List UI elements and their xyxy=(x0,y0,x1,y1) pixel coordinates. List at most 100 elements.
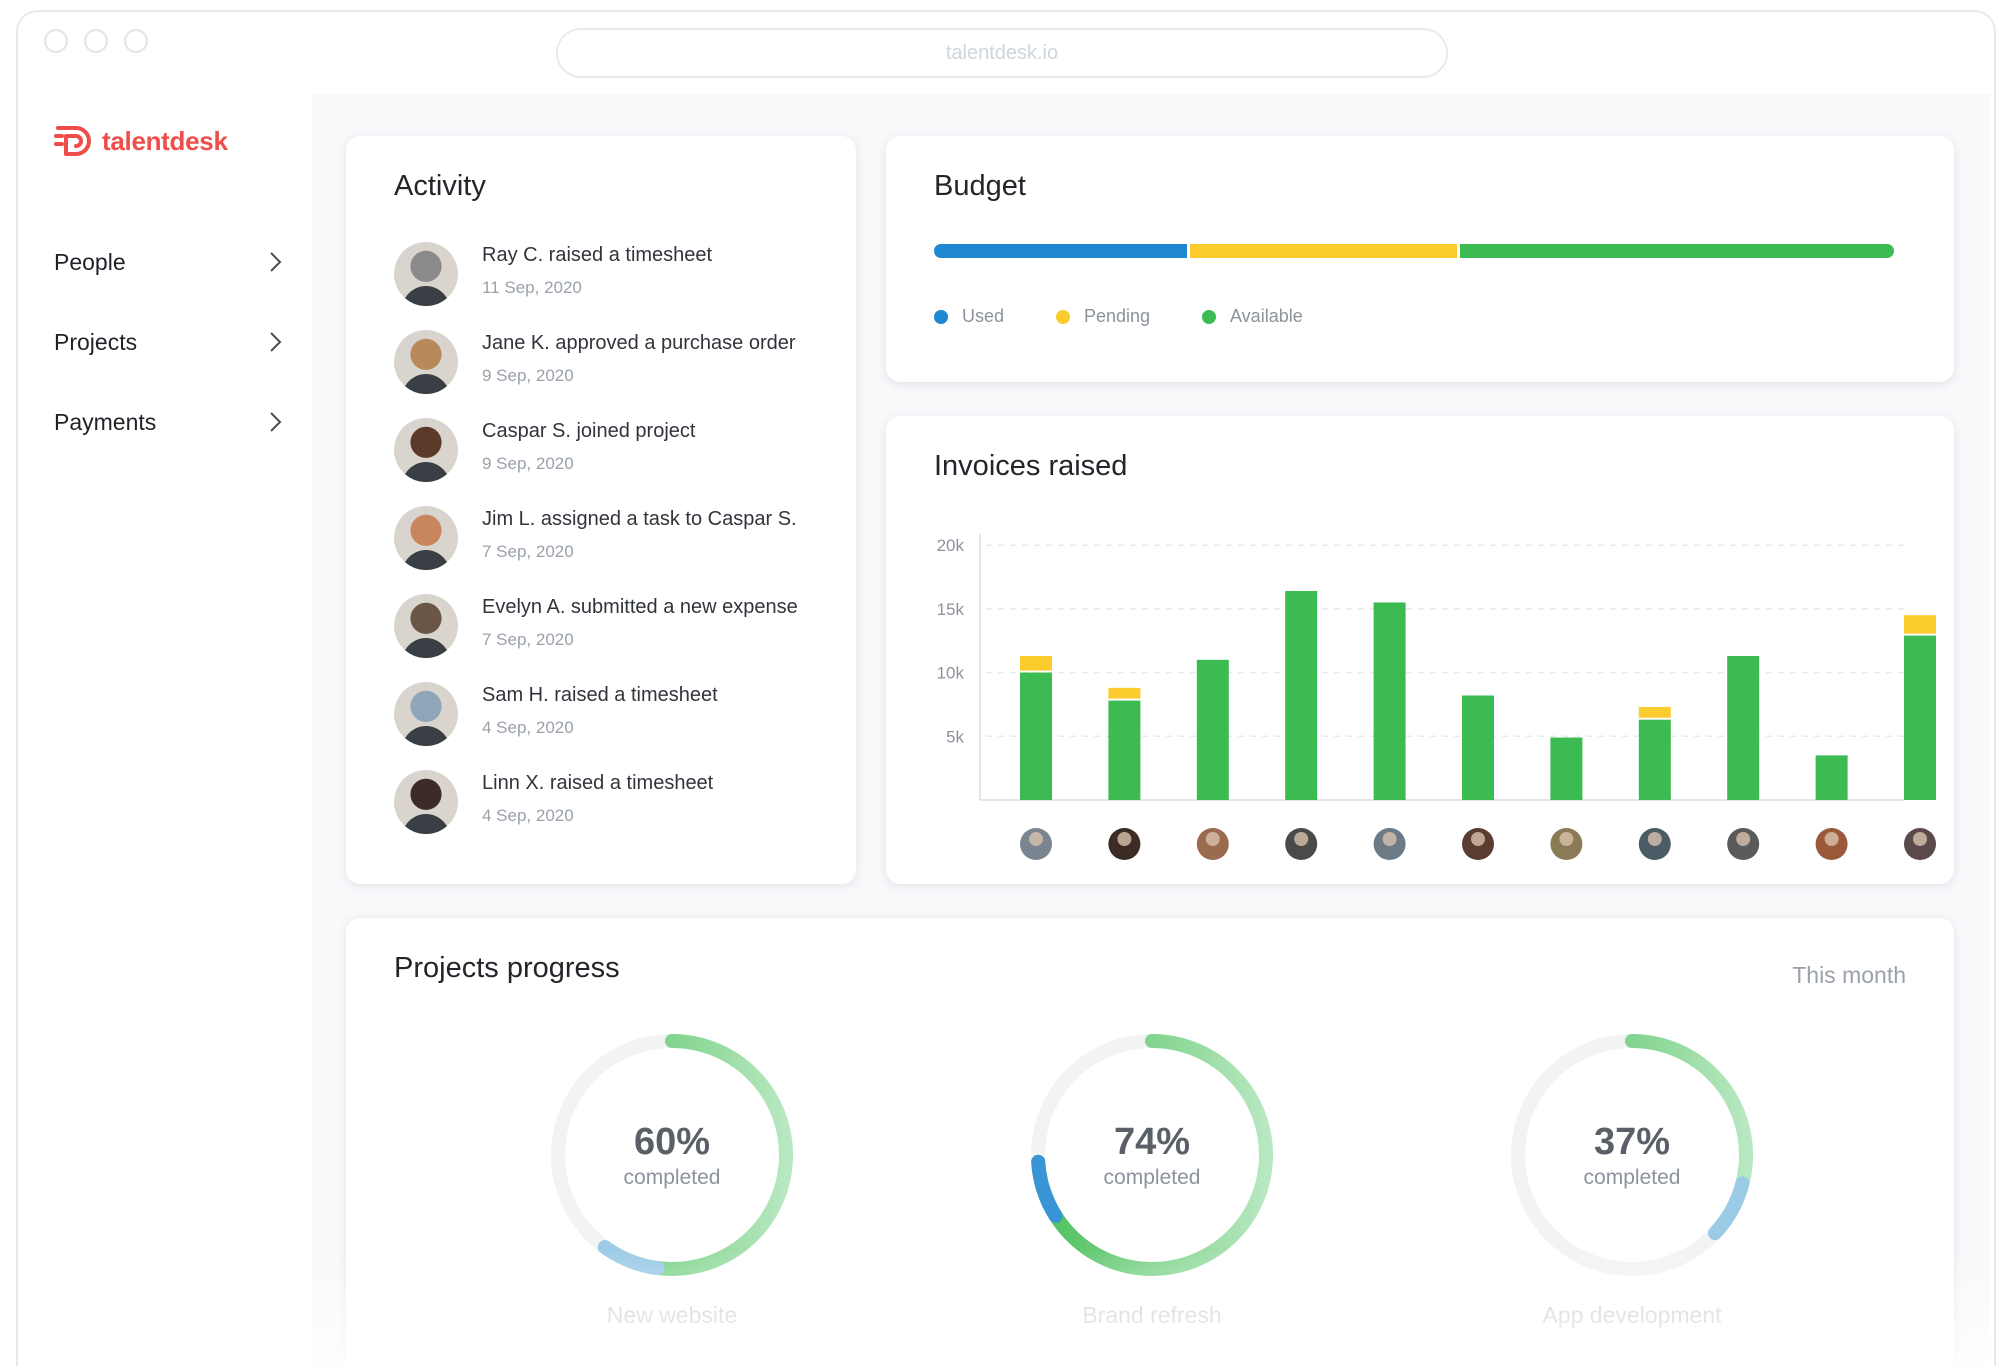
activity-item[interactable]: Caspar S. joined project 9 Sep, 2020 xyxy=(394,418,834,488)
avatar-body xyxy=(402,726,450,746)
window-close-button[interactable] xyxy=(44,29,68,53)
avatar-face xyxy=(1382,832,1397,846)
bar-pending xyxy=(1638,706,1671,718)
activity-item[interactable]: Sam H. raised a timesheet 4 Sep, 2020 xyxy=(394,682,834,752)
address-bar[interactable]: talentdesk.io xyxy=(556,28,1448,78)
legend-available: Available xyxy=(1202,306,1303,327)
avatar-body xyxy=(402,638,450,658)
avatar-face xyxy=(1205,832,1220,846)
bar-approved xyxy=(1373,602,1406,800)
budget-title: Budget xyxy=(934,170,1026,202)
avatar-face xyxy=(1913,832,1927,846)
progress-ring[interactable]: 37% completed xyxy=(1507,1030,1757,1280)
activity-item[interactable]: Jim L. assigned a task to Caspar S. 7 Sep… xyxy=(394,506,834,576)
legend-label-available: Available xyxy=(1230,306,1303,326)
legend-label-used: Used xyxy=(962,306,1005,326)
sidebar-item-people[interactable]: People xyxy=(54,237,286,287)
avatar-face xyxy=(1647,832,1662,846)
progress-caption: completed xyxy=(623,1165,721,1189)
sidebar-item-label: People xyxy=(54,248,126,275)
legend-label-pending: Pending xyxy=(1084,306,1151,326)
progress-percent: 60% xyxy=(633,1120,711,1163)
address-bar-url: talentdesk.io xyxy=(945,41,1059,64)
activity-text: Linn X. raised a timesheet xyxy=(482,772,714,794)
bar-pending xyxy=(1020,655,1052,671)
avatar-face xyxy=(1294,832,1309,846)
avatar[interactable] xyxy=(394,330,458,394)
avatar[interactable] xyxy=(394,242,458,306)
avatar[interactable] xyxy=(394,418,458,482)
legend-pending: Pending xyxy=(1056,306,1150,327)
avatar-face xyxy=(1471,832,1485,846)
avatar[interactable] xyxy=(394,594,458,658)
budget-bar xyxy=(934,244,1894,258)
bar-pending xyxy=(1108,687,1141,699)
window-minimize-button[interactable] xyxy=(84,29,108,53)
avatar-body xyxy=(402,550,450,570)
avatar-face xyxy=(1736,832,1751,846)
avatar[interactable] xyxy=(394,506,458,570)
period-filter[interactable]: This month xyxy=(1792,962,1906,988)
window-maximize-button[interactable] xyxy=(124,29,148,53)
projects-title: Projects progress xyxy=(394,952,620,984)
activity-text: Ray C. raised a timesheet xyxy=(482,244,713,266)
sidebar-item-projects[interactable]: Projects xyxy=(54,317,286,367)
bar-approved xyxy=(1462,695,1494,800)
invoices-card: Invoices raised 5k 10k 15k 20k xyxy=(886,416,1954,884)
activity-date: 4 Sep, 2020 xyxy=(482,806,574,825)
project-name: Brand refresh xyxy=(1082,1302,1222,1328)
avatar[interactable] xyxy=(394,770,458,834)
bar-pending xyxy=(1904,615,1936,634)
activity-item[interactable]: Evelyn A. submitted a new expense 7 Sep, … xyxy=(394,594,834,664)
app-content: talentdesk People Projects Payments xyxy=(24,94,1990,1366)
progress-ring[interactable]: 74% completed xyxy=(1027,1030,1277,1280)
activity-card: Activity Ray C. raised a timesheet 11 Sep… xyxy=(346,136,856,884)
activity-text: Jim L. assigned a task to Caspar S. xyxy=(482,508,797,530)
project-name: New website xyxy=(606,1302,738,1328)
activity-item[interactable]: Linn X. raised a timesheet 4 Sep, 2020 xyxy=(394,770,834,840)
bar-approved xyxy=(1550,737,1583,800)
progress-ring[interactable]: 60% completed xyxy=(547,1030,797,1280)
sidebar-item-label: Payments xyxy=(54,408,157,435)
bar-approved xyxy=(1904,635,1936,800)
avatar-body xyxy=(402,286,450,306)
bar-approved xyxy=(1108,700,1141,800)
browser-titlebar: talentdesk.io xyxy=(18,12,1994,94)
activity-date: 7 Sep, 2020 xyxy=(482,542,574,561)
avatar-body xyxy=(402,374,450,394)
activity-date: 4 Sep, 2020 xyxy=(482,718,574,737)
progress-ring-center: 60% completed xyxy=(547,1030,797,1280)
progress-ring-center: 74% completed xyxy=(1027,1030,1277,1280)
invoices-title: Invoices raised xyxy=(934,450,1128,482)
progress-percent: 37% xyxy=(1593,1120,1671,1163)
legend-dot-available xyxy=(1202,309,1216,324)
brand-logo[interactable]: talentdesk xyxy=(54,124,228,158)
legend-dot-pending xyxy=(1056,309,1070,324)
progress-caption: completed xyxy=(1583,1165,1681,1189)
budget-card: Budget Used Pending Available xyxy=(886,136,1954,382)
activity-text: Evelyn A. submitted a new expense xyxy=(482,596,798,618)
activity-title: Activity xyxy=(394,170,486,202)
sidebar-item-payments[interactable]: Payments xyxy=(54,397,286,447)
activity-text: Sam H. raised a timesheet xyxy=(482,684,718,706)
chevron-right-icon xyxy=(266,252,286,272)
budget-used-segment xyxy=(934,244,1187,258)
chevron-right-icon xyxy=(266,412,286,432)
avatar[interactable] xyxy=(394,682,458,746)
activity-item[interactable]: Ray C. raised a timesheet 11 Sep, 2020 xyxy=(394,242,834,312)
activity-date: 9 Sep, 2020 xyxy=(482,366,574,385)
projects-card: Projects progress This month 60% complete… xyxy=(346,918,1954,1366)
bar-approved xyxy=(1727,655,1760,800)
activity-item[interactable]: Jane K. approved a purchase order 9 Sep, … xyxy=(394,330,834,400)
avatar-face xyxy=(1029,832,1043,846)
activity-text: Caspar S. joined project xyxy=(482,420,696,442)
project-name: App development xyxy=(1542,1302,1722,1328)
progress-caption: completed xyxy=(1103,1165,1201,1189)
progress-percent: 74% xyxy=(1113,1120,1191,1163)
talentdesk-logo-icon xyxy=(54,126,91,156)
activity-text: Jane K. approved a purchase order xyxy=(482,332,796,354)
bar-approved xyxy=(1196,659,1229,800)
sidebar-item-label: Projects xyxy=(54,328,138,355)
chevron-right-icon xyxy=(266,332,286,352)
avatar-face xyxy=(1824,832,1839,846)
